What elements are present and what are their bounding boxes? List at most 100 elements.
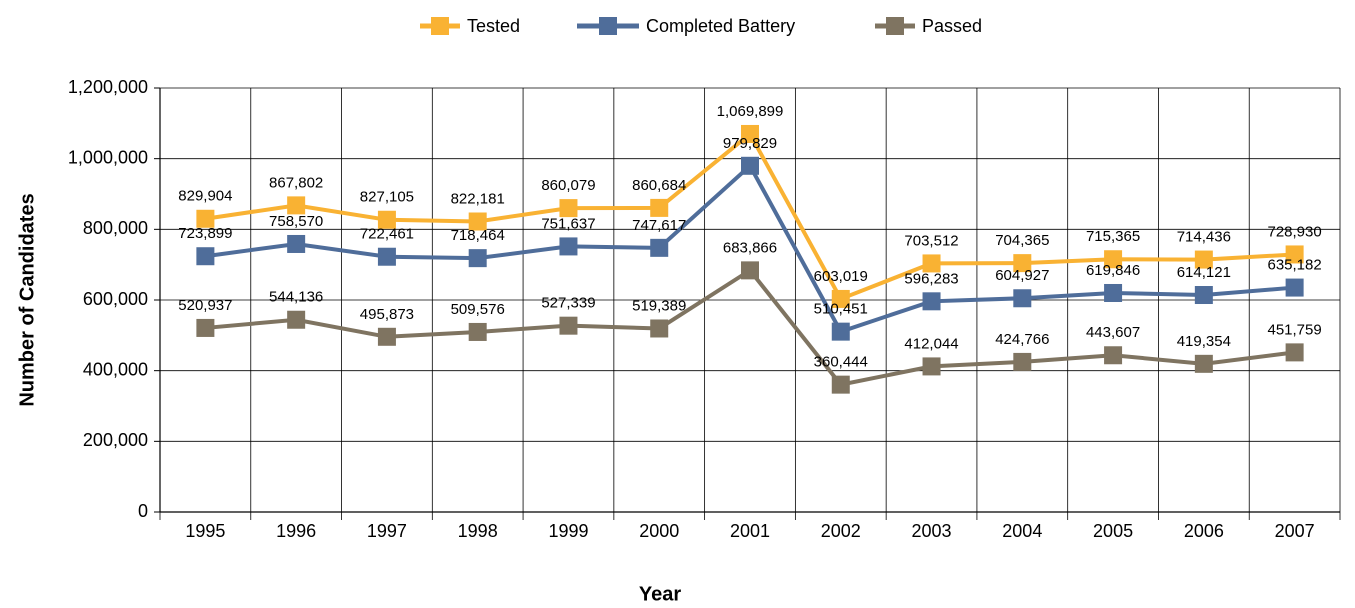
data-label: 827,105 xyxy=(360,189,414,206)
y-tick-label: 600,000 xyxy=(83,289,148,309)
point-marker xyxy=(377,327,396,346)
point-marker xyxy=(287,234,306,253)
data-label: 443,607 xyxy=(1086,324,1140,341)
data-label: 424,766 xyxy=(995,331,1049,348)
point-marker xyxy=(1285,343,1304,362)
point-marker xyxy=(741,124,759,143)
point-marker xyxy=(1194,354,1213,373)
legend-marker xyxy=(886,17,904,35)
data-label: 519,389 xyxy=(632,297,686,314)
point-marker xyxy=(741,156,759,175)
y-tick-label: 200,000 xyxy=(83,430,148,450)
point-marker xyxy=(922,254,941,273)
data-label: 704,365 xyxy=(995,232,1049,249)
data-label: 860,684 xyxy=(632,177,686,194)
point-marker xyxy=(468,212,487,231)
point-marker xyxy=(468,249,487,268)
data-label: 829,904 xyxy=(178,188,232,205)
y-tick-label: 800,000 xyxy=(83,218,148,238)
point-marker xyxy=(1013,352,1032,371)
point-marker xyxy=(1104,250,1123,269)
x-tick-label: 2003 xyxy=(912,521,952,541)
x-tick-label: 1999 xyxy=(548,521,588,541)
data-label: 604,927 xyxy=(995,267,1049,284)
point-marker xyxy=(377,210,396,229)
point-marker xyxy=(1104,283,1123,302)
data-label: 867,802 xyxy=(269,174,323,191)
data-label: 751,637 xyxy=(541,215,595,232)
data-label: 412,044 xyxy=(904,335,958,352)
point-marker xyxy=(559,237,578,256)
point-marker xyxy=(287,310,306,329)
data-label: 509,576 xyxy=(451,301,505,318)
data-label: 614,121 xyxy=(1177,264,1231,281)
point-marker xyxy=(559,316,578,335)
data-label: 527,339 xyxy=(541,295,595,312)
data-label: 728,930 xyxy=(1267,223,1321,240)
data-label: 544,136 xyxy=(269,289,323,306)
point-marker xyxy=(196,318,215,337)
point-marker xyxy=(1285,278,1304,297)
data-label: 596,283 xyxy=(904,270,958,287)
data-label: 520,937 xyxy=(178,297,232,314)
data-label: 860,079 xyxy=(541,177,595,194)
point-marker xyxy=(1194,286,1213,305)
point-marker xyxy=(650,238,669,257)
y-tick-label: 1,200,000 xyxy=(68,77,148,97)
x-tick-label: 2002 xyxy=(821,521,861,541)
point-marker xyxy=(1013,254,1032,273)
point-marker xyxy=(831,375,850,394)
point-marker xyxy=(1285,245,1304,264)
point-marker xyxy=(650,319,669,338)
point-marker xyxy=(1104,346,1123,365)
x-tick-label: 1995 xyxy=(185,521,225,541)
x-tick-label: 2000 xyxy=(639,521,679,541)
data-label: 635,182 xyxy=(1267,257,1321,274)
x-axis-title: Year xyxy=(639,583,681,605)
point-marker xyxy=(468,322,487,341)
legend-label: Tested xyxy=(467,16,520,36)
data-label: 683,866 xyxy=(723,239,777,256)
data-label: 1,069,899 xyxy=(717,103,784,120)
legend-label: Completed Battery xyxy=(646,16,795,36)
legend-label: Passed xyxy=(922,16,982,36)
x-tick-label: 1997 xyxy=(367,521,407,541)
point-marker xyxy=(741,261,759,280)
x-tick-label: 2006 xyxy=(1184,521,1224,541)
point-marker xyxy=(559,199,578,218)
data-label: 603,019 xyxy=(814,268,868,285)
data-label: 703,512 xyxy=(904,232,958,249)
point-marker xyxy=(1194,250,1213,269)
x-tick-label: 2007 xyxy=(1275,521,1315,541)
data-label: 451,759 xyxy=(1267,321,1321,338)
data-label: 715,365 xyxy=(1086,228,1140,245)
data-label: 714,436 xyxy=(1177,229,1231,246)
point-marker xyxy=(377,247,396,266)
point-marker xyxy=(922,357,941,376)
data-label: 419,354 xyxy=(1177,333,1231,350)
data-label: 722,461 xyxy=(360,226,414,243)
legend-marker xyxy=(599,17,617,35)
point-marker xyxy=(287,196,306,215)
x-tick-label: 2005 xyxy=(1093,521,1133,541)
data-label: 718,464 xyxy=(451,227,505,244)
point-marker xyxy=(831,322,850,341)
point-marker xyxy=(922,292,941,311)
data-label: 495,873 xyxy=(360,306,414,323)
point-marker xyxy=(196,209,215,228)
y-tick-label: 0 xyxy=(138,501,148,521)
x-tick-label: 2004 xyxy=(1002,521,1042,541)
x-tick-label: 2001 xyxy=(730,521,770,541)
point-marker xyxy=(196,247,215,266)
data-label: 723,899 xyxy=(178,225,232,242)
data-label: 360,444 xyxy=(814,354,868,371)
y-axis-title: Number of Candidates xyxy=(16,193,38,406)
legend-marker xyxy=(431,17,449,35)
data-label: 758,570 xyxy=(269,213,323,230)
point-marker xyxy=(1013,289,1032,308)
data-label: 979,829 xyxy=(723,135,777,152)
point-marker xyxy=(650,198,669,217)
data-label: 747,617 xyxy=(632,217,686,234)
data-label: 822,181 xyxy=(451,190,505,207)
